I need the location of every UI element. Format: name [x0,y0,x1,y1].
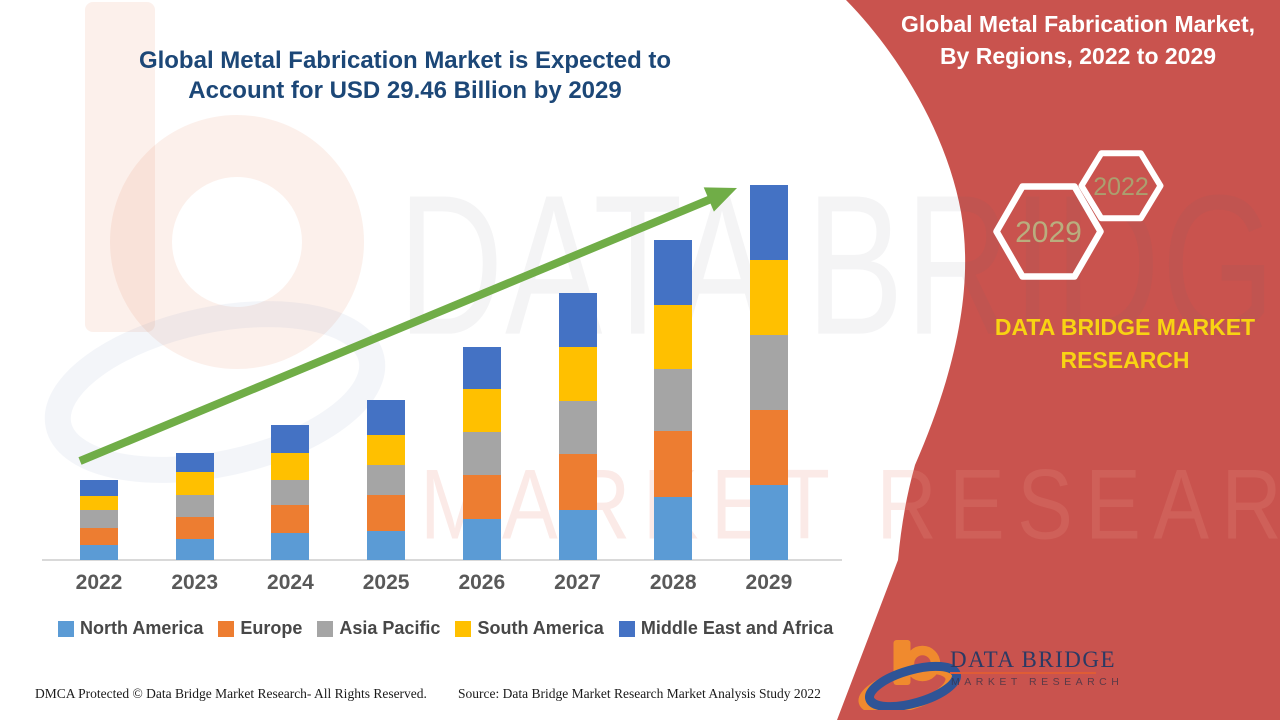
brand-text-line1: DATA BRIDGE MARKET [994,314,1256,340]
legend-swatch-icon [317,620,334,637]
hexagon-2022-label: 2022 [1093,173,1149,201]
legend-label: Europe [240,618,303,638]
legend-swatch-icon [455,620,472,637]
panel-title-line1: Global Metal Fabrication Market, [900,11,1256,37]
legend: North America Europe Asia Pacific South Ame… [58,618,833,639]
logo-underline [950,672,1096,674]
chart-title: Global Metal Fabrication Market is Expec… [80,46,730,106]
brand-text-line2: RESEARCH [1060,347,1190,373]
legend-label: Middle East and Africa [640,618,834,638]
footer-copyright: DMCA Protected © Data Bridge Market Rese… [35,686,427,701]
footer-source: Source: Data Bridge Market Research Mark… [458,686,821,701]
legend-swatch-icon [218,620,235,637]
panel-title: Global Metal Fabrication Market, By Regi… [888,8,1268,72]
panel-title-line2: By Regions, 2022 to 2029 [939,43,1217,69]
legend-item-south-america: South America [455,618,604,639]
x-axis-line [42,559,842,561]
logo-subtitle: MARKET RESEARCH [951,676,1124,688]
chart-title-line2: Account for USD 29.46 Billion by 2029 [188,77,622,104]
legend-swatch-icon [58,620,74,637]
red-panel-shape [837,0,1280,720]
brand-text: DATA BRIDGE MARKET RESEARCH [940,311,1280,377]
data-bridge-logo-icon [858,640,961,710]
legend-label: North America [80,618,204,638]
hexagon-badges: 2029 2022 [993,150,1164,280]
hexagon-2029 [993,183,1104,280]
legend-item-asia-pacific: Asia Pacific [317,618,440,639]
legend-label: South America [477,618,604,638]
legend-item-europe: Europe [218,618,302,639]
hexagon-2029-label: 2029 [1015,216,1082,249]
legend-item-north-america: North America [58,618,203,639]
legend-swatch-icon [618,620,635,637]
logo-wordmark: DATA BRIDGE [950,647,1117,672]
hexagon-2022 [1078,150,1164,222]
legend-label: Asia Pacific [339,618,441,638]
legend-item-middle-east-and-africa: Middle East and Africa [618,618,834,639]
chart-title-line1: Global Metal Fabrication Market is Expec… [138,47,672,74]
